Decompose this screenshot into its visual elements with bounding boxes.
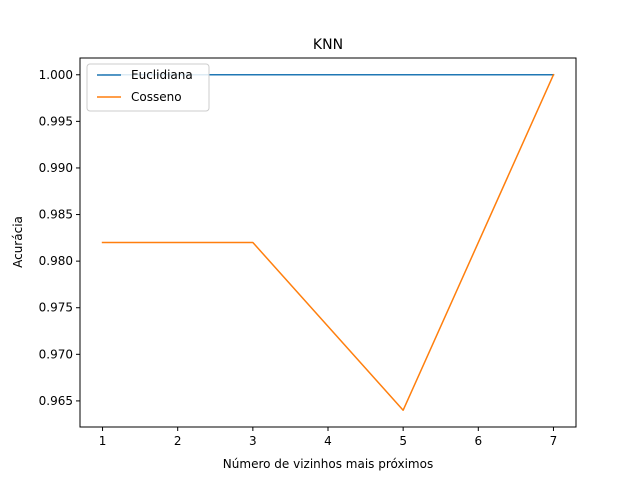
y-tick-label: 0.970 (39, 347, 73, 361)
x-tick-label: 7 (550, 434, 558, 448)
x-tick-label: 4 (324, 434, 332, 448)
x-tick-label: 6 (474, 434, 482, 448)
y-tick-label: 0.995 (39, 114, 73, 128)
y-tick-label: 0.975 (39, 301, 73, 315)
y-tick-label: 0.990 (39, 161, 73, 175)
chart-title: KNN (313, 37, 343, 53)
x-tick-label: 3 (249, 434, 257, 448)
legend: Euclidiana Cosseno (86, 63, 210, 112)
legend-label-euclidiana: Euclidiana (131, 68, 193, 82)
legend-entries: Euclidiana Cosseno (97, 68, 193, 104)
x-tick-label: 5 (399, 434, 407, 448)
y-tick-label: 0.965 (39, 394, 73, 408)
y-axis-ticks: 0.965 0.970 0.975 0.980 0.985 0.990 0.995 1.000 (39, 68, 80, 408)
series-line-cosseno (101, 73, 555, 411)
legend-label-cosseno: Cosseno (131, 90, 182, 104)
y-tick-label: 0.985 (39, 208, 73, 222)
y-axis-label: Acurácia (11, 216, 25, 268)
y-tick-label: 1.000 (39, 68, 73, 82)
x-tick-label: 1 (99, 434, 107, 448)
x-axis-ticks: 1 2 3 4 5 6 7 (99, 427, 558, 448)
x-tick-label: 2 (174, 434, 182, 448)
y-tick-label: 0.980 (39, 254, 73, 268)
x-axis-label: Número de vizinhos mais próximos (223, 457, 433, 471)
